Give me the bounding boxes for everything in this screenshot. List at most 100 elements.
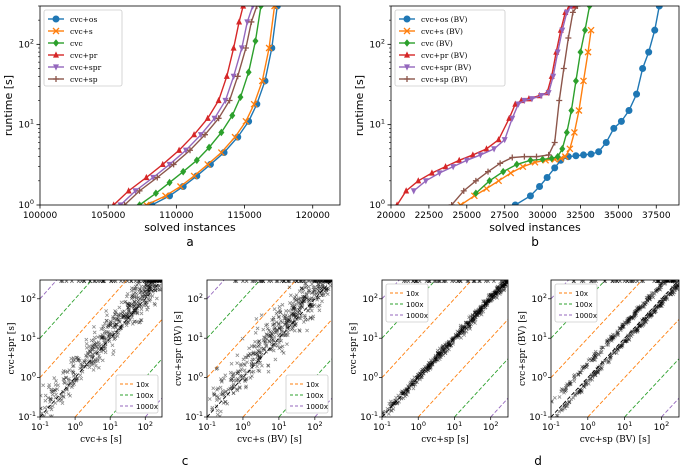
scatter-point [125,312,130,317]
scatter-point [430,361,435,365]
scatter-point [285,325,290,330]
scatter-point [245,360,249,365]
scatter-point [488,298,493,303]
scatter-point [656,305,661,310]
scatter-point [503,280,508,283]
scatter-point [306,288,311,292]
scatter-point [113,312,118,317]
scatter-point [494,290,499,294]
data-point [159,160,166,168]
scatter-point [146,287,151,292]
scatter-point [125,301,130,306]
scatter-point [413,378,418,383]
scatter-point [625,317,630,322]
scatter-point [394,398,398,403]
scatter-point [101,335,106,339]
scatter-point [645,295,650,300]
scatter-point [148,297,153,302]
tick-exponent: 1 [199,331,203,339]
scatter-point [608,354,613,358]
scatter-point [642,316,647,321]
scatter-point [66,392,71,396]
scatter-point [128,303,132,308]
scatter-point [461,330,466,334]
scatter-point [564,388,568,392]
tick-base: 10 [654,423,666,433]
scatter-point [111,325,115,330]
scatter-point [307,298,312,303]
scatter-point [293,315,298,320]
data-point [559,27,566,34]
scatter-point [627,337,631,342]
scatter-point [443,342,447,347]
scatter-point [215,366,220,371]
scatter-point [675,283,679,288]
scatter-point [396,393,401,398]
scatter-point [401,391,406,396]
scatter-point [444,345,449,350]
scatter-point [235,371,240,376]
legend-label: cvc+s (BV) [421,27,463,36]
data-point [497,160,504,167]
scatter-point [501,284,505,289]
scatter-point [462,325,467,329]
scatter-point [80,369,85,374]
scatter-point [254,351,259,356]
scatter-point [291,324,296,329]
tick-base: 10 [529,413,541,423]
scatter-point [113,325,118,330]
scatter-point [460,328,465,333]
scatter-point [107,334,112,338]
scatter-point [473,310,477,315]
data-point [442,163,449,170]
scatter-point [638,305,642,310]
scatter-point [293,302,298,306]
scatter-point [441,344,446,348]
scatter-point [74,378,79,383]
scatter-point [502,281,507,286]
scatter-point [404,387,409,392]
scatter-point [143,293,148,298]
scatter-point [488,299,493,303]
scatter-point [478,306,483,310]
scatter-point [620,325,625,330]
scatter-point [261,327,266,332]
scatter-point [138,287,142,292]
scatter-point [294,313,298,318]
scatter-point [44,410,49,415]
scatter-point [126,311,130,316]
scatter-point [477,309,481,313]
scatter-point [90,345,95,349]
scatter-point [485,300,489,305]
scatter-point [477,307,481,312]
scatter-point [257,339,262,343]
scatter-point [214,404,219,409]
scatter-point [577,390,581,395]
scatter-point [153,288,157,293]
scatter-point [99,349,104,354]
scatter-point [441,345,446,350]
data-point [457,201,465,205]
data-point [176,146,183,153]
scatter-point [623,339,628,344]
x-tick-label: 105000 [91,211,126,221]
scatter-point [299,303,304,308]
scatter-point [144,282,148,287]
scatter-point [581,384,586,388]
data-point [436,170,443,177]
scatter-point [314,296,319,300]
scatter-point [311,296,316,301]
scatter-point [97,365,101,370]
scatter-point [427,365,432,370]
scatter-point [278,345,283,350]
scatter-point [276,322,281,327]
scatter-point [573,392,578,397]
scatter-point [640,304,645,309]
scatter-point [310,282,314,287]
scatter-point [289,321,294,326]
scatter-point [430,360,435,365]
scatter-point [386,411,391,416]
scatter-point [82,360,87,365]
scatter-point [105,313,109,318]
